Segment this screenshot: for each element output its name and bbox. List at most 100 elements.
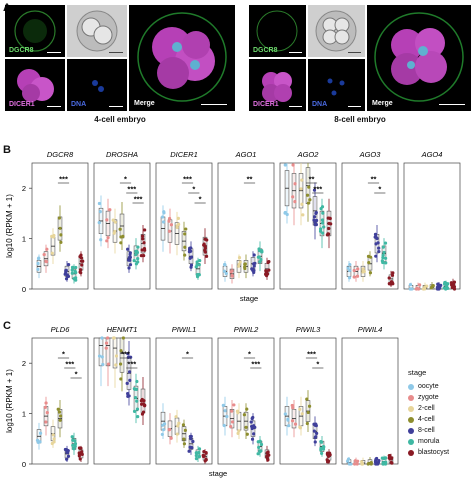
data-point — [285, 212, 289, 217]
data-point — [132, 387, 136, 391]
data-point — [161, 220, 166, 224]
legend-item: 8-cell — [408, 425, 472, 436]
data-point — [134, 253, 138, 257]
data-point — [381, 245, 386, 249]
data-point — [128, 263, 133, 267]
facet-frame — [217, 162, 275, 290]
data-point — [57, 410, 62, 414]
data-point — [321, 211, 325, 215]
data-point — [187, 250, 192, 254]
data-point — [375, 236, 379, 241]
data-point — [50, 441, 54, 446]
data-point — [353, 462, 357, 466]
data-point — [79, 451, 83, 455]
data-point — [162, 211, 166, 215]
data-point — [374, 242, 378, 246]
data-point — [140, 397, 144, 402]
dgcr8-label-8cell: DGCR8 — [253, 47, 278, 54]
signif-label: *** — [307, 350, 316, 359]
facet-frame — [155, 162, 213, 290]
data-point — [195, 260, 199, 264]
data-point — [245, 407, 249, 411]
data-point — [377, 249, 381, 254]
data-point — [352, 268, 356, 273]
data-point — [58, 414, 63, 418]
data-point — [183, 428, 187, 432]
data-point — [383, 241, 388, 245]
data-point — [291, 195, 295, 199]
data-point — [329, 222, 333, 226]
data-point — [51, 235, 56, 239]
data-point — [140, 248, 144, 252]
data-point — [366, 462, 371, 466]
data-point — [236, 411, 240, 415]
data-point — [301, 213, 305, 217]
legend-item: oocyte — [408, 381, 472, 392]
data-point — [100, 355, 104, 359]
legend-label: 8-cell — [418, 427, 435, 434]
facet-title: DGCR8 — [47, 150, 74, 159]
data-point — [322, 225, 326, 229]
data-point — [449, 281, 453, 285]
data-point — [438, 286, 442, 290]
data-point — [252, 432, 256, 436]
data-point — [203, 250, 207, 254]
data-point — [414, 287, 418, 291]
data-point — [70, 435, 74, 439]
dicer1-8cell-image: DICER1 — [249, 59, 306, 111]
data-point — [204, 254, 209, 258]
signif-label: * — [62, 350, 65, 359]
data-point — [58, 226, 62, 230]
facet-title: AGO2 — [297, 150, 320, 159]
data-point — [42, 252, 46, 257]
data-point — [127, 266, 131, 270]
data-point — [44, 260, 49, 264]
facet-title: PIWIL1 — [172, 325, 197, 334]
data-point — [197, 447, 202, 451]
data-point — [283, 412, 287, 416]
data-point — [74, 271, 78, 275]
dgcr8-4cell-image: DGCR8 — [5, 5, 65, 57]
data-point — [132, 409, 137, 413]
facet-title: AGO4 — [421, 150, 443, 159]
data-point — [417, 283, 422, 287]
signif-label: *** — [134, 195, 143, 204]
data-point — [203, 246, 207, 250]
data-point — [101, 362, 105, 367]
data-point — [381, 461, 385, 465]
data-point — [305, 397, 309, 401]
facet-title: PIWIL4 — [358, 325, 383, 334]
data-point — [312, 188, 317, 192]
data-point — [142, 253, 146, 258]
facet-title: HENMT1 — [107, 325, 138, 334]
data-point — [222, 269, 227, 273]
data-point — [223, 409, 227, 413]
data-point — [320, 451, 324, 455]
data-point — [183, 232, 187, 236]
data-point — [230, 273, 234, 278]
data-point — [326, 232, 330, 236]
panel-b-letter: B — [3, 144, 11, 156]
data-point — [59, 240, 63, 244]
data-point — [66, 454, 71, 458]
data-point — [425, 284, 429, 288]
data-point — [291, 406, 295, 410]
data-point — [135, 399, 139, 403]
data-point — [161, 428, 166, 432]
dicer1-4cell-image: DICER1 — [5, 59, 65, 111]
data-point — [327, 216, 332, 220]
facet-frame — [31, 162, 89, 290]
data-point — [189, 246, 193, 250]
data-point — [128, 378, 132, 382]
data-point — [410, 287, 414, 291]
data-point — [444, 287, 448, 291]
data-point — [377, 246, 381, 250]
data-point — [142, 247, 147, 251]
data-point — [265, 456, 269, 460]
data-point — [181, 423, 186, 427]
box — [112, 337, 118, 369]
data-point — [259, 442, 264, 447]
data-point — [360, 460, 364, 464]
facet-title: DICER1 — [170, 150, 198, 159]
data-point — [57, 216, 62, 220]
